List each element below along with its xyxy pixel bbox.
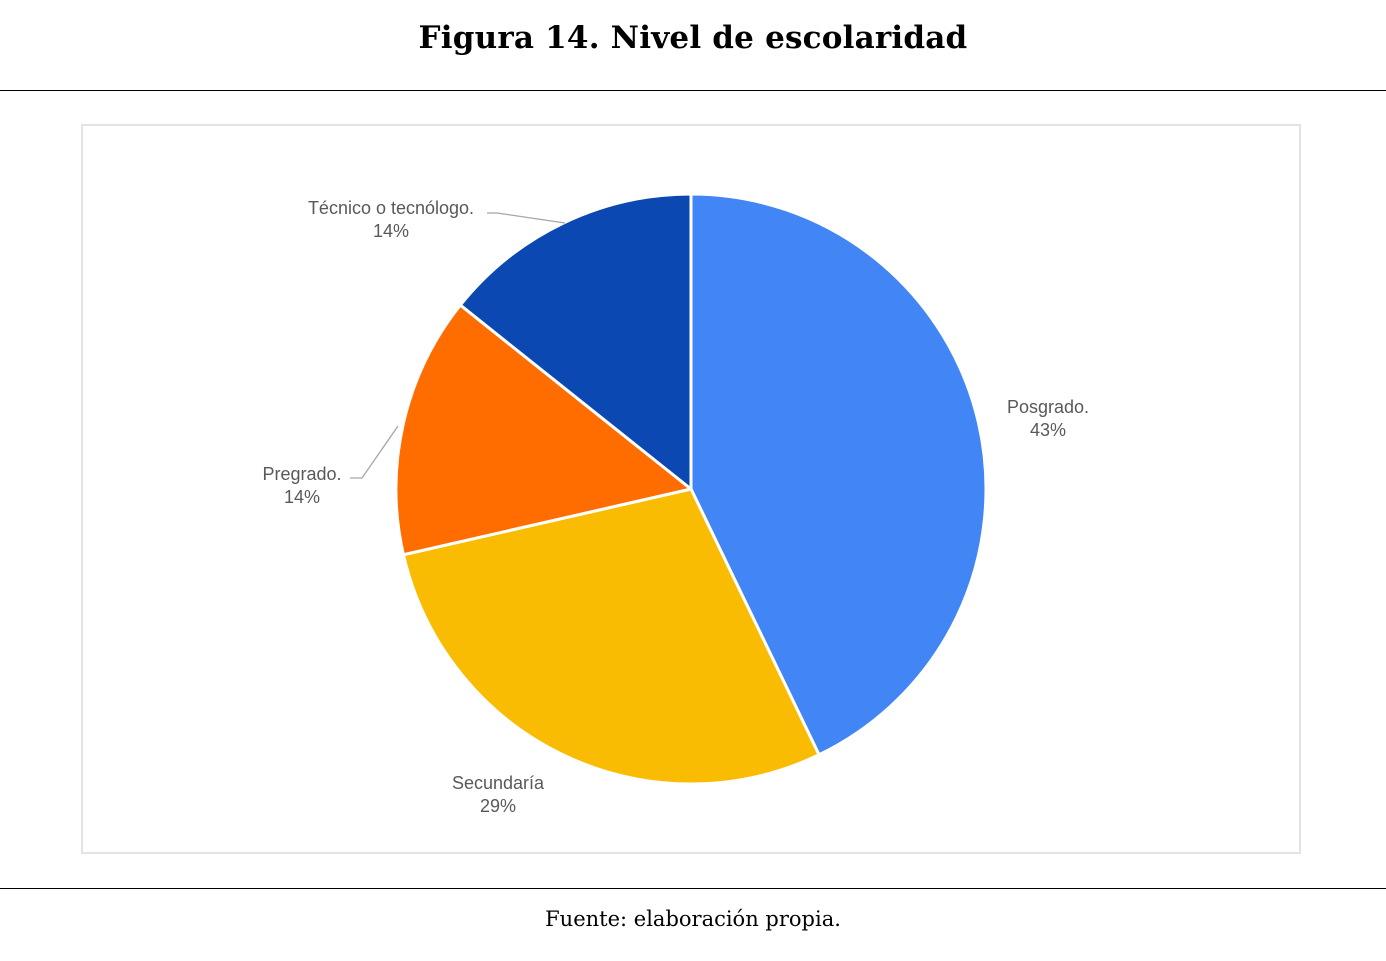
pie-slice-1 (689, 192, 988, 757)
slice-percent-label-4: 14% (373, 221, 409, 241)
leader-line-4 (487, 212, 566, 224)
bottom-rule (0, 888, 1386, 889)
slice-label-3: Pregrado. (262, 464, 341, 484)
pie-slice-2 (401, 487, 821, 786)
slice-label-1: Posgrado. (1007, 397, 1089, 417)
slice-label-4: Técnico o tecnólogo. (308, 198, 474, 218)
pie-slice-3 (394, 303, 693, 557)
figure-source: Fuente: elaboración propia. (545, 907, 841, 931)
pie-chart: Posgrado. 43% Secundaría 29% Pregrado. 14% Téc… (262, 192, 1089, 816)
leader-lines (350, 212, 566, 479)
slice-percent-label-2: 29% (480, 796, 516, 816)
pie-slices (394, 192, 988, 786)
slice-labels: Posgrado. 43% Secundaría 29% Pregrado. 14% Téc… (262, 198, 1089, 816)
leader-line-3 (350, 425, 399, 479)
top-rule (0, 90, 1386, 91)
slice-label-2: Secundaría (452, 773, 545, 793)
slice-percent-label-3: 14% (284, 487, 320, 507)
figure-title: Figura 14. Nivel de escolaridad (418, 20, 968, 56)
slice-percent-label-1: 43% (1030, 420, 1066, 440)
chart-frame: Posgrado. 43% Secundaría 29% Pregrado. 14% Téc… (81, 124, 1301, 854)
